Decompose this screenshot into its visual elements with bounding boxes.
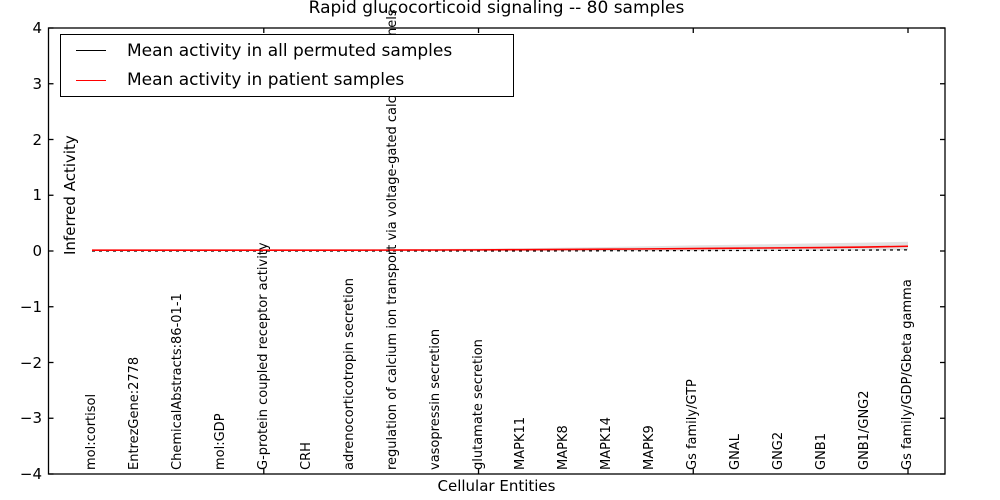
x-tick-label: Gs family/GTP bbox=[685, 379, 701, 470]
x-tick-label: mol:GDP bbox=[212, 413, 228, 470]
legend-label-permuted: Mean activity in all permuted samples bbox=[127, 40, 453, 61]
series-line-0 bbox=[92, 249, 909, 252]
y-tick-label: 0 bbox=[32, 242, 42, 260]
x-tick-label: MAPK11 bbox=[513, 416, 529, 470]
y-tick-label: 4 bbox=[32, 19, 42, 37]
x-tick-label: ChemicalAbstracts:86-01-1 bbox=[169, 293, 185, 470]
x-tick-label: G-protein coupled receptor activity bbox=[255, 242, 271, 470]
legend-item-permuted: Mean activity in all permuted samples bbox=[61, 37, 513, 65]
x-tick-label: MAPK14 bbox=[599, 416, 615, 470]
series-line-1 bbox=[92, 245, 909, 251]
y-tick-label: 3 bbox=[32, 74, 42, 93]
x-tick-label: GNG2 bbox=[771, 431, 787, 470]
y-tick-label: −3 bbox=[19, 409, 42, 428]
y-tick-label: 1 bbox=[32, 186, 42, 205]
legend-line-permuted-icon bbox=[76, 50, 106, 52]
y-tick-label: −1 bbox=[19, 297, 42, 316]
legend-label-patient: Mean activity in patient samples bbox=[127, 70, 405, 91]
legend-line-patient-icon bbox=[76, 79, 106, 81]
y-tick-label: 2 bbox=[32, 130, 42, 149]
y-tick-label: −4 bbox=[19, 465, 42, 483]
x-tick-label: MAPK8 bbox=[556, 425, 572, 470]
chart-title: Rapid glucocorticoid signaling -- 80 sam… bbox=[308, 0, 685, 18]
x-tick-label: GNB1 bbox=[814, 433, 830, 470]
x-tick-label: Gs family/GDP/Gbeta gamma bbox=[900, 279, 915, 470]
x-tick-label: mol:cortisol bbox=[84, 393, 99, 470]
legend: Mean activity in all permuted samples Me… bbox=[60, 34, 514, 97]
x-tick-label: GNB1/GNG2 bbox=[857, 390, 873, 470]
x-tick-label: glutamate secretion bbox=[470, 339, 486, 470]
x-tick-label: adrenocorticotropin secretion bbox=[341, 278, 357, 470]
x-tick-label: MAPK9 bbox=[642, 425, 658, 470]
legend-item-patient: Mean activity in patient samples bbox=[61, 66, 513, 94]
y-tick-label: −2 bbox=[19, 353, 42, 372]
x-tick-label: CRH bbox=[298, 442, 314, 470]
x-axis-title: Cellular Entities bbox=[437, 477, 556, 495]
x-tick-label: vasopressin secretion bbox=[427, 328, 443, 470]
x-tick-label: GNAL bbox=[728, 434, 744, 470]
x-tick-label: EntrezGene:2778 bbox=[126, 356, 142, 470]
